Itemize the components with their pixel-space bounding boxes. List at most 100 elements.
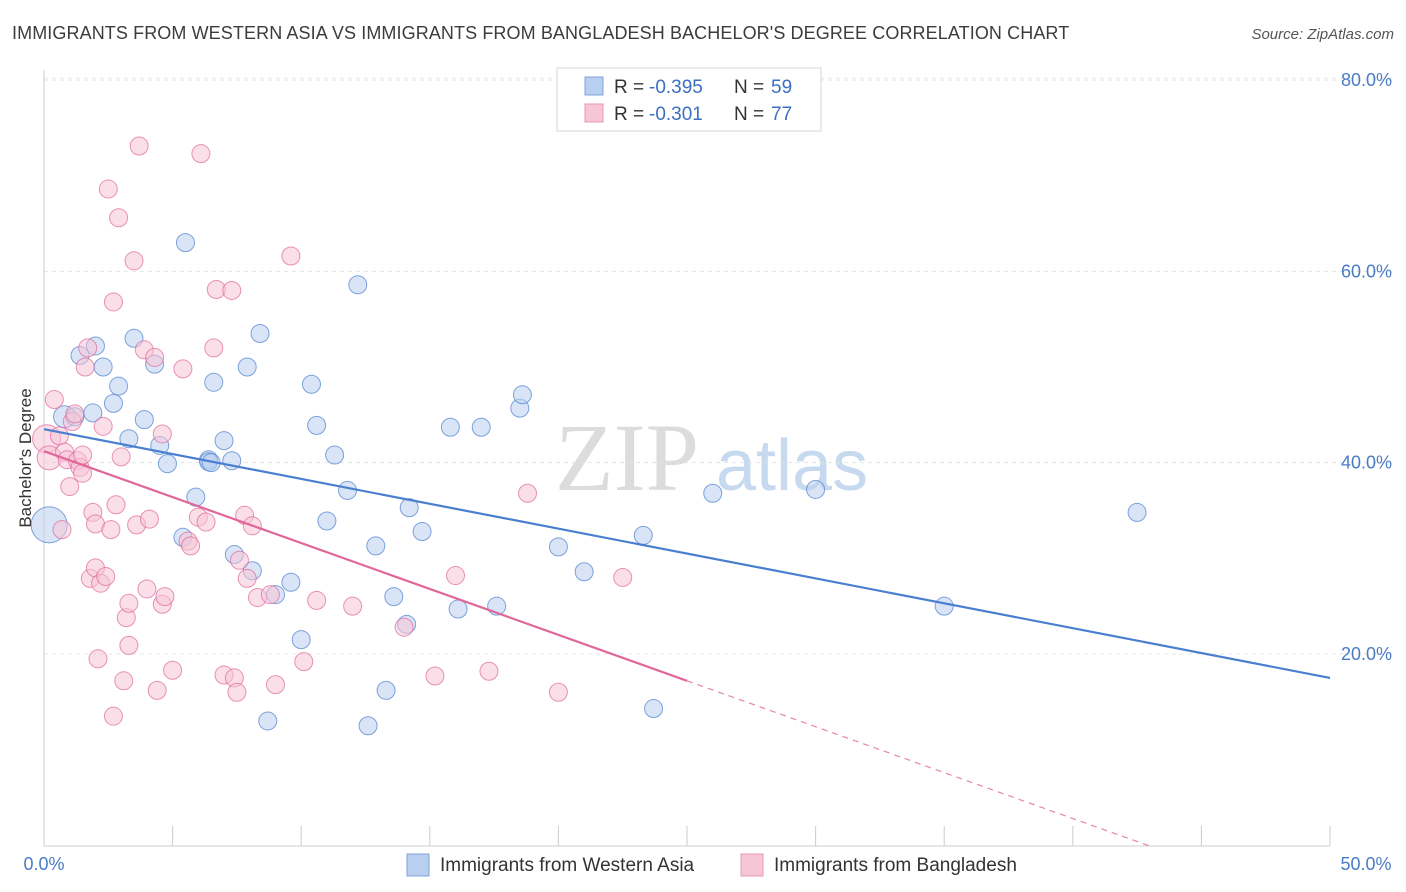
point-0-52 [574,562,594,582]
point-1-72 [518,483,538,503]
point-1-41 [145,347,165,367]
point-1-70 [446,566,466,586]
data-points [30,136,1147,736]
x-ticks [43,826,1331,846]
point-1-33 [119,593,139,613]
point-0-35 [325,445,345,465]
point-1-46 [163,660,183,680]
stats-legend: R = -0.395 N = 59 R = -0.301 N = 77 [556,67,822,132]
point-1-75 [343,596,363,616]
point-0-43 [399,498,419,518]
point-1-59 [229,550,249,570]
point-0-46 [448,599,468,619]
x-tick-label-min: 0.0% [23,854,64,874]
legend-n-value-2: 77 [771,104,792,125]
legend-n-value-1: 59 [771,77,792,98]
point-0-56 [806,479,826,499]
legend-r-value-1: -0.395 [649,77,703,98]
point-1-14 [75,357,95,377]
y-tick-labels: 20.0% 40.0% 60.0% 80.0% [1341,70,1392,664]
point-1-66 [281,246,301,266]
point-0-31 [291,630,311,650]
point-0-33 [307,415,327,435]
series-points-0 [30,233,1147,736]
point-0-44 [412,522,432,542]
point-0-34 [317,511,337,531]
point-1-7 [60,477,80,497]
trend-line-extension-1 [686,680,1150,847]
y-tick-label-80: 80.0% [1341,70,1392,90]
trend-line-1 [43,450,688,682]
point-1-53 [204,338,224,358]
point-1-68 [307,590,327,610]
point-0-28 [258,711,278,731]
point-1-25 [101,520,121,540]
point-0-38 [358,716,378,736]
point-1-39 [137,579,157,599]
point-1-65 [265,675,285,695]
point-1-22 [93,416,113,436]
point-0-41 [384,587,404,607]
chart-source: Source: ZipAtlas.com [1251,26,1394,43]
point-1-34 [119,635,139,655]
point-0-21 [204,372,224,392]
point-0-55 [703,483,723,503]
legend-r-label-2: R = [614,104,644,125]
point-1-20 [88,649,108,669]
point-1-69 [425,666,445,686]
y-tick-label-60: 60.0% [1341,261,1392,281]
point-1-44 [155,587,175,607]
series-legend-label-western-asia: Immigrants from Western Asia [440,855,695,876]
point-0-50 [512,385,532,405]
point-1-67 [294,652,314,672]
legend-r-value-2: -0.301 [649,104,703,125]
point-1-15 [78,338,98,358]
series-legend-swatch-bangladesh [740,853,764,877]
point-0-25 [237,357,257,377]
chart-title: IMMIGRANTS FROM WESTERN ASIA VS IMMIGRAN… [12,23,1069,43]
legend-n-label-1: N = [734,77,764,98]
watermark-atlas: atlas [716,426,868,506]
trend-lines [43,428,1331,847]
point-0-39 [366,536,386,556]
point-1-76 [394,617,414,637]
point-0-30 [281,572,301,592]
series-legend: Immigrants from Western Asia Immigrants … [406,853,1017,877]
legend-swatch-western-asia [584,76,604,96]
point-1-4 [52,520,72,540]
point-1-73 [548,682,568,702]
point-0-51 [548,537,568,557]
point-1-3 [49,426,69,446]
x-tick-label-max: 50.0% [1340,854,1391,874]
point-1-28 [106,495,126,515]
point-1-52 [196,512,216,532]
point-1-35 [124,251,144,271]
point-0-16 [175,233,195,253]
point-1-61 [237,568,257,588]
point-0-58 [1127,502,1147,522]
point-0-40 [376,680,396,700]
point-1-2 [44,390,64,410]
trend-line-0 [43,428,1331,679]
y-tick-label-20: 20.0% [1341,644,1392,664]
point-1-30 [111,447,131,467]
point-1-29 [109,208,129,228]
point-1-58 [227,682,247,702]
point-1-37 [129,136,149,156]
legend-r-label-1: R = [614,77,644,98]
point-1-49 [181,536,201,556]
point-1-45 [152,424,172,444]
point-0-32 [301,374,321,394]
point-1-24 [98,179,118,199]
point-0-8 [109,376,129,396]
series-legend-label-bangladesh: Immigrants from Bangladesh [774,855,1017,876]
point-1-51 [191,144,211,164]
series-legend-swatch-western-asia [406,853,430,877]
y-tick-label-40: 40.0% [1341,453,1392,473]
point-1-12 [73,445,93,465]
series-points-1 [32,136,633,726]
point-1-9 [65,404,85,424]
point-1-71 [479,661,499,681]
point-0-7 [103,393,123,413]
